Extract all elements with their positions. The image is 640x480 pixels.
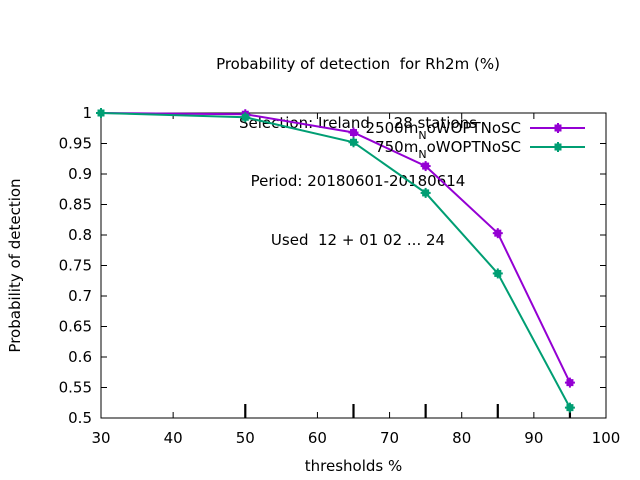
legend-label: 750mNoWOPTNoSC: [375, 138, 521, 161]
y-tick-label: 0.9: [68, 165, 92, 183]
data-point: [348, 127, 359, 138]
plot-frame: [100, 112, 607, 419]
legend-label: 2500mNoWOPTNoSC: [366, 119, 521, 142]
legend-swatch-marker: [553, 123, 563, 133]
series-line: [100, 112, 571, 384]
data-point: [420, 161, 431, 172]
y-tick-label: 0.8: [68, 226, 92, 244]
x-tick-label: 40: [164, 429, 183, 447]
series-layer: [96, 108, 575, 413]
chart-title: Probability of detection for Rh2m (%) Se…: [0, 16, 640, 270]
title-line-1: Probability of detection for Rh2m (%): [216, 55, 500, 73]
legend-subscript: N: [418, 129, 426, 142]
data-point: [492, 268, 503, 279]
data-point: [564, 402, 575, 413]
legend-name-rest: oWOPTNoSC: [427, 119, 521, 137]
y-tick-label: 1: [82, 104, 92, 122]
series-2: [96, 108, 575, 413]
y-tick-label: 0.95: [59, 135, 92, 153]
data-point: [564, 377, 575, 388]
y-tick-label: 0.7: [68, 287, 92, 305]
y-tick-label: 0.55: [59, 379, 92, 397]
x-tick-label: 100: [592, 429, 621, 447]
title-line-2: Selection: Ireland 28 stations: [239, 113, 477, 132]
legend-swatch-marker: [553, 142, 563, 152]
y-tick-label: 0.6: [68, 348, 92, 366]
y-tick-label: 0.5: [68, 409, 92, 427]
data-point: [96, 108, 106, 118]
x-tick-label: 70: [380, 429, 399, 447]
legend-name: 2500m: [366, 119, 419, 137]
x-tick-label: 80: [452, 429, 471, 447]
x-tick-label: 30: [91, 429, 110, 447]
y-tick-label: 0.75: [59, 257, 92, 275]
y-tick-label: 0.85: [59, 196, 92, 214]
title-line-3: Period: 20180601-20180614: [250, 172, 466, 190]
y-axis-label: Probability of detection: [6, 178, 24, 352]
x-tick-label: 90: [524, 429, 543, 447]
series-line: [100, 112, 571, 409]
x-tick-label: 50: [236, 429, 255, 447]
data-point: [240, 112, 251, 123]
axis-ticks: 0.5 0.55 0.6 0.65 0.7 0.75 0.8 0.85 0.9 0.95 1 30 40…: [59, 104, 621, 447]
x-axis-label: thresholds %: [305, 457, 402, 475]
title-line-4: Used 12 + 01 02 ... 24: [270, 230, 446, 249]
data-point: [348, 137, 359, 148]
data-point: [492, 228, 503, 239]
legend-name: 750m: [375, 138, 418, 156]
legend-subscript: N: [418, 148, 426, 161]
legend-name-rest: oWOPTNoSC: [427, 138, 521, 156]
y-tick-label: 0.65: [59, 318, 92, 336]
x-tick-label: 60: [308, 429, 327, 447]
data-point: [420, 187, 431, 198]
